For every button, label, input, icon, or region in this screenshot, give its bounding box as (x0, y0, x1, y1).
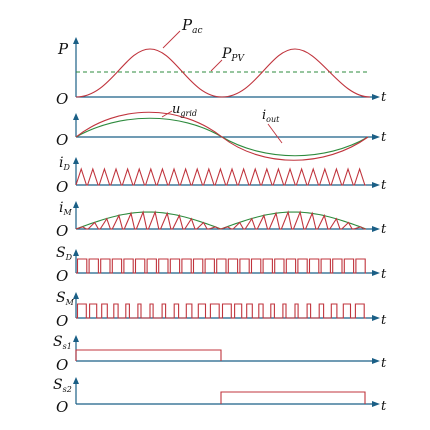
pac-label: Pac (181, 16, 203, 36)
t-axis-arrow (372, 358, 380, 364)
panel-SM: SM O t (56, 290, 387, 330)
y-axis-label: SM (56, 290, 75, 307)
origin-label: O (56, 90, 68, 108)
origin-label: O (56, 222, 68, 240)
t-axis-label: t (381, 178, 387, 193)
Ss2-pulse (220, 391, 366, 404)
y-axis-arrow (73, 37, 79, 44)
SM-pulse-train (76, 303, 366, 319)
t-axis-label: t (381, 130, 387, 145)
y-axis-label: Ss2 (53, 377, 72, 394)
ppv-label: PPV (221, 46, 245, 64)
origin-label: O (56, 312, 68, 330)
pac-leader (162, 30, 181, 49)
y-axis-label: P (57, 40, 69, 58)
y-axis-label: iD (59, 155, 70, 172)
y-axis-arrow (73, 157, 79, 164)
iout-label: iout (262, 108, 280, 124)
t-axis-label: t (381, 399, 387, 414)
y-axis-arrow (73, 113, 79, 120)
t-axis-label: t (381, 267, 387, 282)
iM-envelope (75, 211, 367, 230)
origin-label: O (56, 178, 68, 196)
t-axis-label: t (381, 222, 387, 237)
ugrid-label: ugrid (172, 102, 197, 118)
ppv-leader (210, 59, 223, 72)
ugrid-leader (161, 110, 173, 118)
y-axis-label: Ss1 (53, 334, 72, 351)
t-axis-label: t (381, 356, 387, 371)
t-axis-arrow (372, 401, 380, 407)
panel-grid: O t ugrid iout (56, 102, 387, 161)
Ss1-pulse (75, 349, 222, 361)
panel-iM: iM O t (56, 200, 387, 240)
t-axis-arrow (372, 94, 380, 100)
pac-curve (75, 48, 371, 98)
t-axis-arrow (372, 315, 380, 321)
origin-label: O (56, 131, 68, 149)
y-axis-arrow (73, 377, 79, 384)
iout-leader (267, 123, 283, 144)
SD-pulse-train (76, 258, 366, 274)
t-axis-arrow (372, 182, 380, 188)
panel-Ss2: Ss2 O t (53, 377, 387, 416)
t-axis-arrow (372, 134, 380, 140)
panel-power: P O t Pac PPV (56, 16, 387, 108)
y-axis-arrow (73, 335, 79, 342)
y-axis-arrow (73, 201, 79, 208)
y-axis-label: SD (56, 245, 73, 262)
iout-curve (75, 111, 369, 161)
origin-label: O (56, 398, 68, 416)
origin-label: O (56, 267, 68, 285)
y-axis-arrow (73, 249, 79, 256)
t-axis-label: t (381, 313, 387, 328)
t-axis-arrow (372, 270, 380, 276)
origin-label: O (56, 356, 68, 374)
panel-iD: iD O t (56, 155, 387, 196)
y-axis-arrow (73, 292, 79, 299)
panel-Ss1: Ss1 O t (53, 334, 387, 374)
iD-waveform (75, 167, 366, 186)
iM-waveform (75, 210, 366, 230)
panel-SD: SD O t (56, 245, 387, 285)
t-axis-label: t (381, 90, 387, 105)
t-axis-arrow (372, 226, 380, 232)
y-axis-label: iM (59, 200, 72, 217)
